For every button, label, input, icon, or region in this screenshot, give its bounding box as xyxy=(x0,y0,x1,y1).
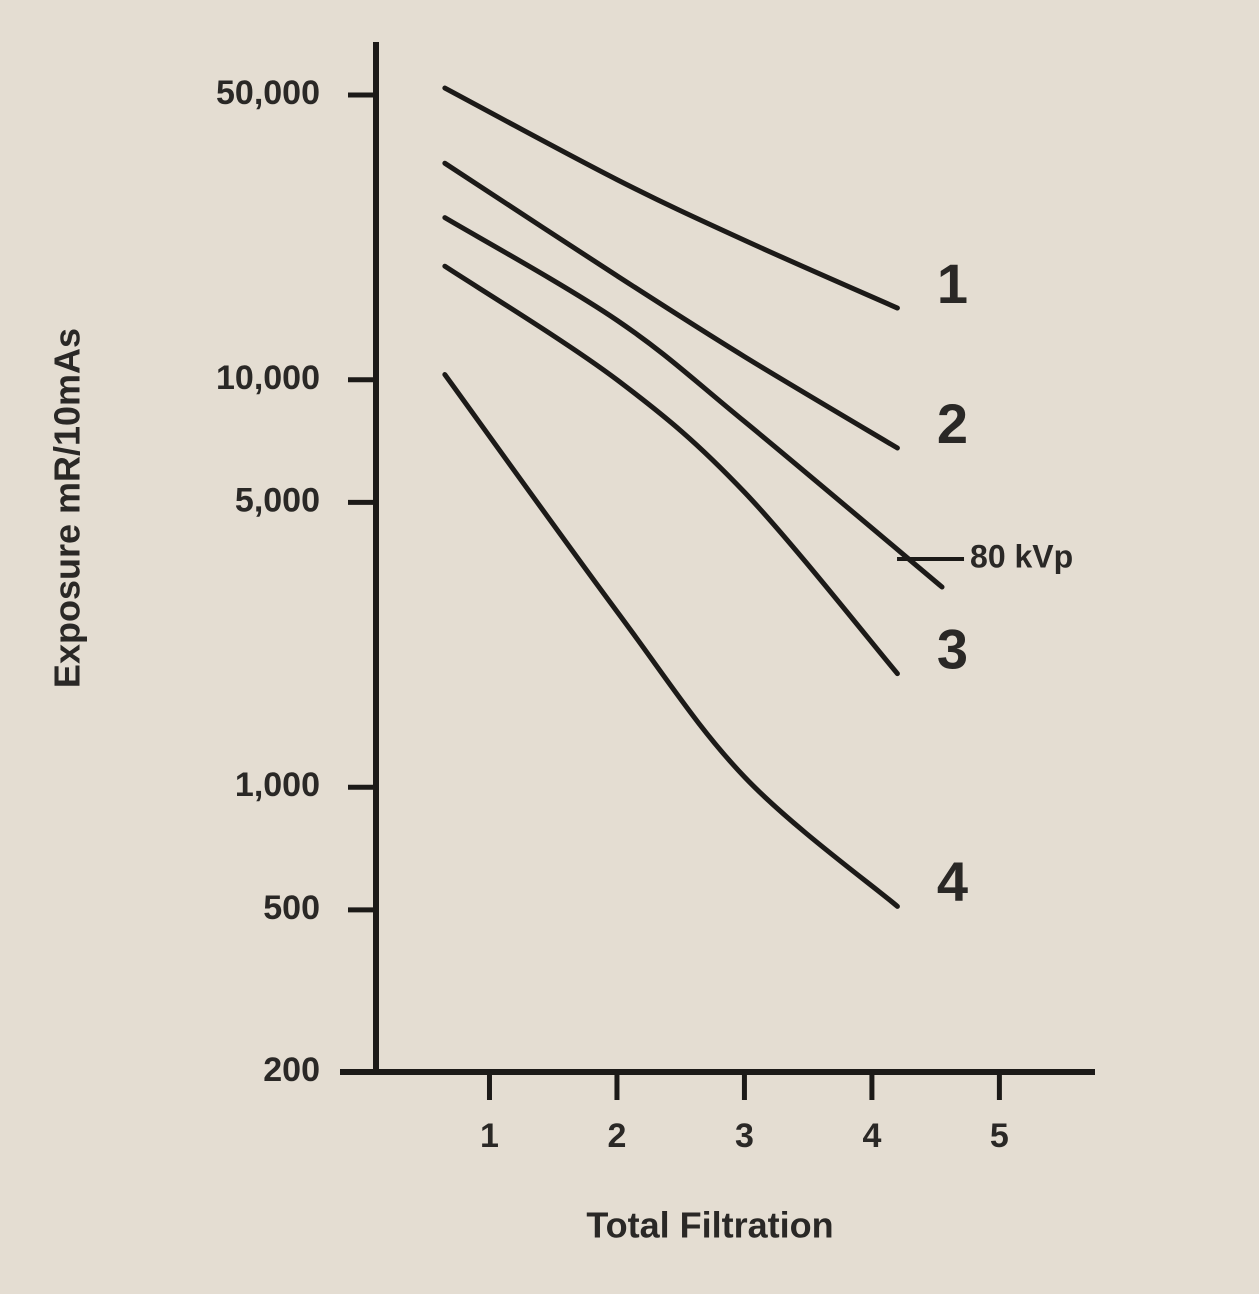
x-tick-label: 4 xyxy=(862,1117,881,1155)
series-line xyxy=(442,160,900,451)
x-tick-label: 3 xyxy=(735,1117,754,1155)
series-label: 1 xyxy=(937,252,968,315)
y-tick-label: 10,000 xyxy=(216,359,320,397)
series-label: 3 xyxy=(937,617,968,680)
x-tick-label: 5 xyxy=(990,1117,1009,1155)
series-label: 2 xyxy=(937,392,968,455)
series-label: 4 xyxy=(937,850,968,913)
y-tick-label: 500 xyxy=(263,889,320,927)
series-label: 80 kVp xyxy=(970,538,1073,574)
y-tick-label: 50,000 xyxy=(216,74,320,112)
series-line xyxy=(442,263,900,677)
x-tick-label: 1 xyxy=(480,1117,499,1155)
series-line xyxy=(442,372,900,909)
y-tick-label: 5,000 xyxy=(235,481,320,519)
series-line xyxy=(442,85,900,311)
y-tick-label: 1,000 xyxy=(235,766,320,804)
x-axis-label: Total Filtration xyxy=(586,1205,833,1246)
series-line xyxy=(442,215,945,590)
y-tick-label: 200 xyxy=(263,1051,320,1089)
y-axis-label: Exposure mR/10mAs xyxy=(47,328,88,688)
x-tick-label: 2 xyxy=(607,1117,626,1155)
